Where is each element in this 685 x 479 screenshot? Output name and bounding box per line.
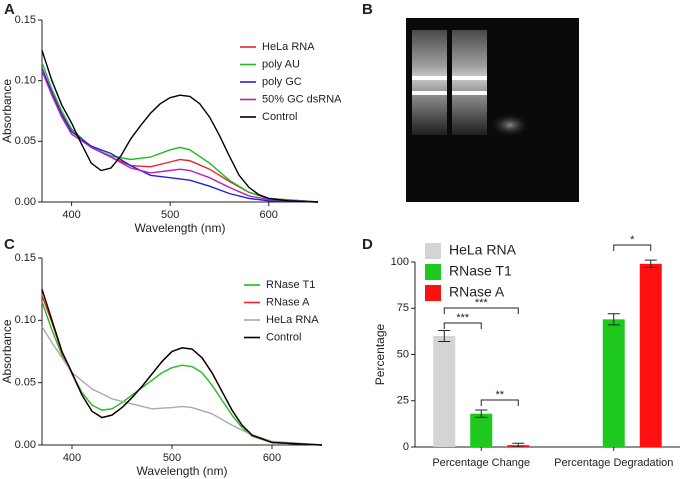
significance-bracket [480, 399, 519, 406]
line-series [41, 301, 323, 446]
error-bar [438, 329, 451, 343]
legend-label: HeLa RNA [262, 41, 315, 53]
error-bar [607, 313, 620, 326]
gel-lane [452, 30, 487, 135]
significance-bracket [443, 307, 519, 314]
panel-label: A [4, 1, 15, 18]
gel-image [406, 18, 579, 202]
x-tick-label: 500 [161, 209, 179, 221]
legend-label: RNase A [266, 296, 310, 308]
x-tick-label: Percentage Degradation [554, 457, 673, 469]
x-tick-label: 600 [260, 209, 278, 221]
line-series [41, 326, 323, 446]
legend-label: RNase T1 [266, 279, 315, 291]
bar [470, 413, 493, 447]
line-series [41, 68, 319, 203]
x-tick-label: 400 [63, 452, 81, 464]
y-tick-label: 100 [391, 256, 409, 268]
line-series [41, 62, 319, 203]
legend-label: Control [262, 111, 297, 123]
x-axis-title: Wavelength (nm) [137, 464, 228, 478]
panel-label: D [362, 236, 373, 253]
bar [639, 263, 662, 447]
x-tick-label: Percentage Change [432, 457, 530, 469]
error-bar [644, 259, 657, 269]
x-tick-label: 400 [62, 209, 80, 221]
significance-bracket [443, 322, 482, 329]
gel-band [412, 91, 447, 95]
bar [433, 336, 456, 447]
legend-label: RNase A [449, 284, 505, 300]
error-bar [475, 409, 488, 418]
x-tick-label: 600 [263, 452, 281, 464]
legend-label: poly GC [262, 76, 302, 88]
line-series [41, 70, 319, 203]
gel-band [452, 91, 487, 95]
y-axis-title: Absorbance [0, 319, 14, 383]
y-axis-title: Percentage [373, 323, 387, 385]
panel-label: C [4, 236, 15, 253]
y-tick-label: 0.00 [15, 439, 36, 451]
legend-label: poly AU [262, 58, 300, 70]
y-tick-label: 0.05 [15, 377, 36, 389]
legend-label: Control [266, 331, 301, 343]
y-tick-label: 25 [397, 395, 409, 407]
x-tick-label: 500 [163, 452, 181, 464]
legend-label: RNase T1 [449, 263, 512, 279]
significance-label: *** [475, 297, 489, 309]
error-bar [512, 442, 525, 448]
y-tick-label: 0.00 [15, 196, 36, 208]
legend-swatch [425, 243, 441, 259]
gel-band [412, 76, 447, 80]
y-tick-label: 0 [403, 441, 409, 453]
y-axis-title: Absorbance [0, 79, 14, 143]
legend-swatch [425, 264, 441, 280]
y-tick-label: 0.10 [15, 314, 36, 326]
panel-label: B [362, 1, 373, 18]
legend-swatch [425, 285, 441, 301]
line-series [41, 288, 323, 446]
y-tick-label: 0.10 [15, 75, 36, 87]
y-tick-label: 50 [397, 348, 409, 360]
y-tick-label: 0.15 [15, 14, 36, 26]
bar [602, 319, 625, 447]
gel-smear [490, 113, 530, 137]
legend-label: HeLa RNA [266, 314, 319, 326]
y-tick-label: 75 [397, 302, 409, 314]
y-tick-label: 0.15 [15, 252, 36, 264]
significance-bracket [613, 244, 652, 251]
gel-lane [412, 30, 447, 135]
legend-label: HeLa RNA [449, 242, 517, 258]
x-axis-title: Wavelength (nm) [135, 221, 226, 235]
line-series [41, 50, 319, 203]
legend-label: 50% GC dsRNA [262, 93, 342, 105]
gel-band [452, 76, 487, 80]
y-tick-label: 0.05 [15, 135, 36, 147]
significance-label: *** [456, 312, 470, 324]
line-series [41, 68, 319, 203]
significance-label: * [630, 234, 635, 246]
significance-label: ** [495, 389, 504, 401]
